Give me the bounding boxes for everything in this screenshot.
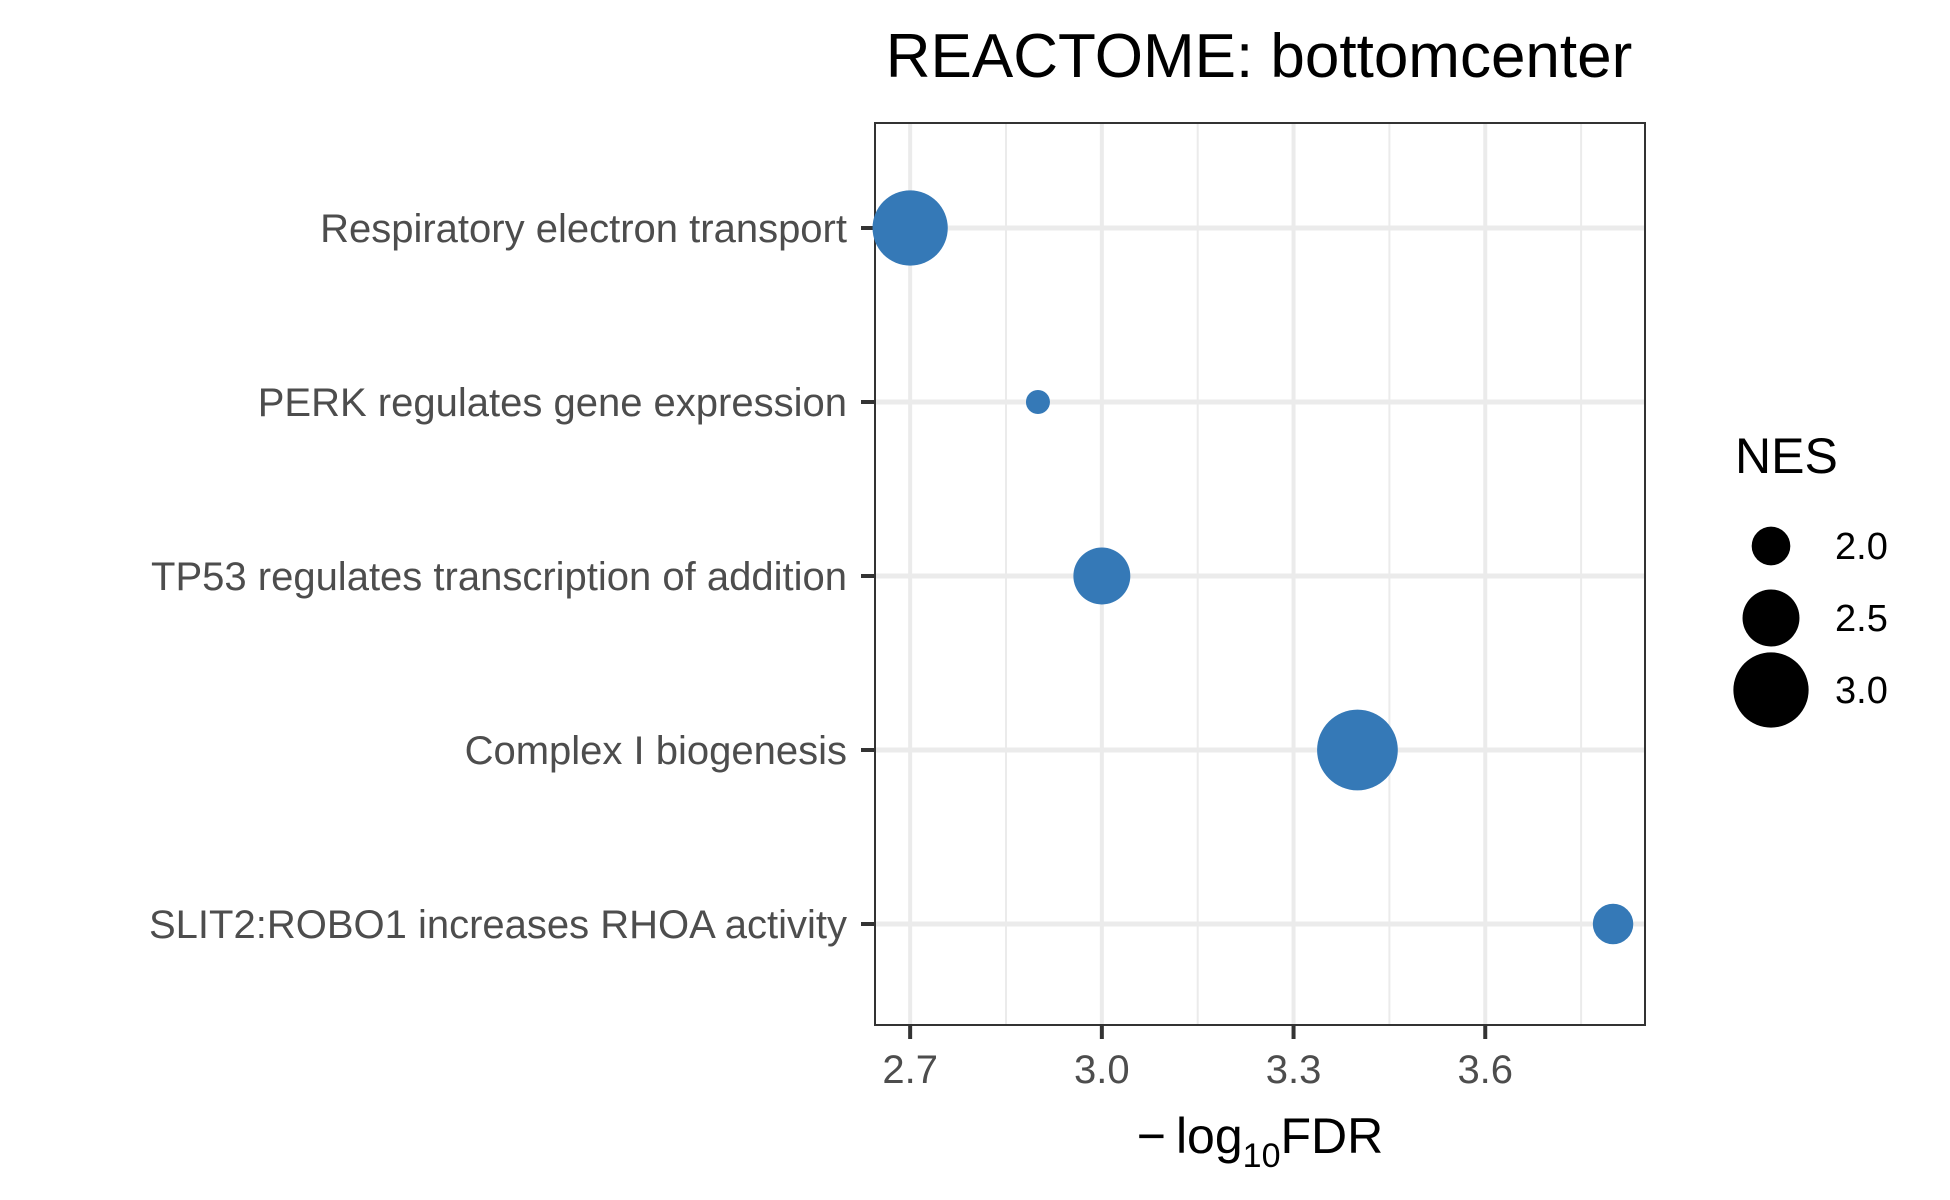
x-tick-label: 3.0 xyxy=(1074,1048,1130,1092)
data-point xyxy=(1073,547,1131,605)
legend-key xyxy=(1742,589,1800,647)
y-tick-label: Respiratory electron transport xyxy=(320,207,847,251)
x-axis-title-log: log xyxy=(1176,1108,1243,1164)
y-tick-label: SLIT2:ROBO1 increases RHOA activity xyxy=(149,903,847,947)
legend-label: 3.0 xyxy=(1835,670,1888,712)
legend-label: 2.0 xyxy=(1835,526,1888,568)
plot-panel xyxy=(874,122,1646,1026)
y-tick-labels: Respiratory electron transport PERK regul… xyxy=(149,207,875,947)
x-axis-title-subscript: 10 xyxy=(1243,1137,1281,1175)
y-tick-label: PERK regulates gene expression xyxy=(258,381,847,425)
legend-title: NES xyxy=(1735,428,1838,484)
x-tick-label: 3.3 xyxy=(1266,1048,1322,1092)
chart-title: REACTOME: bottomcenter xyxy=(886,22,1633,91)
legend-key xyxy=(1751,526,1791,566)
data-point xyxy=(1317,709,1398,791)
legend-label: 2.5 xyxy=(1835,598,1888,640)
x-tick-label: 2.7 xyxy=(882,1048,938,1092)
x-axis-title-prefix: − xyxy=(1137,1108,1166,1164)
data-point xyxy=(1592,903,1634,945)
x-tick-label: 3.6 xyxy=(1457,1048,1513,1092)
data-points xyxy=(872,190,1634,945)
data-point xyxy=(1025,390,1050,414)
x-axis-title-rest: FDR xyxy=(1281,1108,1384,1164)
y-tick-label: TP53 regulates transcription of addition xyxy=(151,555,847,599)
size-legend: NES 2.0 2.5 3.0 xyxy=(1733,428,1888,728)
data-point xyxy=(872,190,948,266)
x-axis-title: − log10FDR xyxy=(1137,1108,1384,1175)
x-tick-labels: 2.7 3.0 3.3 3.6 xyxy=(882,1025,1513,1092)
y-tick-label: Complex I biogenesis xyxy=(465,729,847,773)
legend-key xyxy=(1733,652,1809,728)
